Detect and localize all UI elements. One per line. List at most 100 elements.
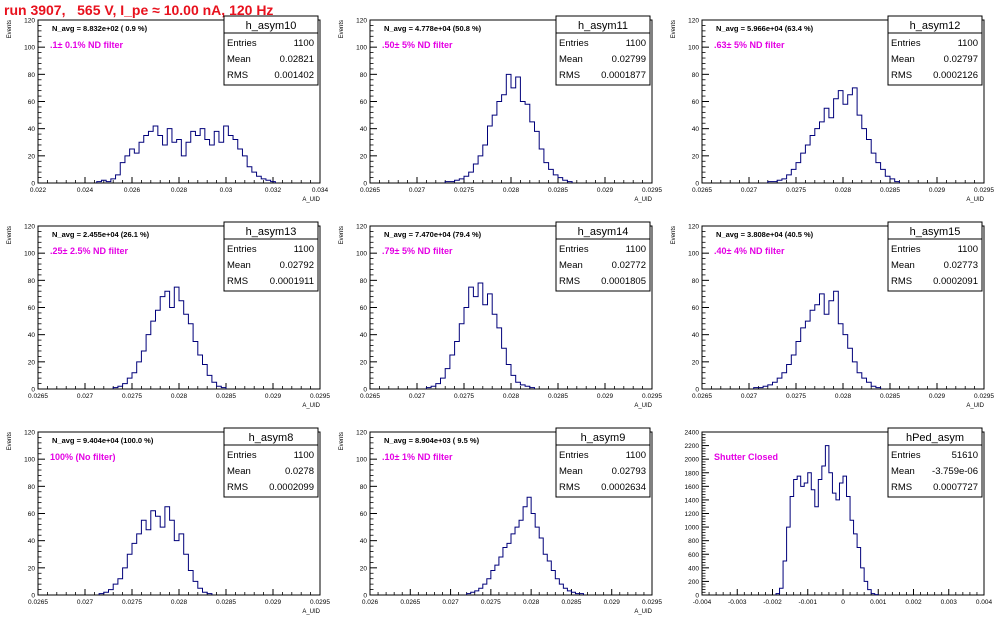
- x-tick-label: 0.029: [265, 599, 282, 606]
- y-tick-label: 0: [695, 593, 699, 600]
- y-axis-title: Events: [7, 226, 13, 244]
- x-tick-label: 0.0285: [548, 187, 568, 194]
- navg-label: N_avg = 2.455e+04 (26.1 %): [52, 230, 150, 239]
- histogram-outline-h_asym9: [466, 496, 585, 595]
- stats-box: h_asym13 Entries 1100 Mean 0.02792 RMS 0.00019…: [223, 221, 319, 292]
- y-tick-label: 60: [360, 99, 368, 106]
- x-tick-label: 0.0275: [786, 187, 806, 194]
- y-tick-label: 20: [28, 565, 36, 572]
- x-tick-label: 0.0285: [216, 393, 236, 400]
- stats-entries-label: Entries: [891, 38, 921, 49]
- stats-title: h_asym12: [910, 20, 961, 32]
- x-tick-label: 0.028: [171, 393, 188, 400]
- histogram-outline-h_asym15: [753, 290, 882, 389]
- x-tick-label: 0.0285: [880, 187, 900, 194]
- navg-label: N_avg = 8.904e+03 ( 9.5 %): [384, 436, 480, 445]
- y-tick-label: 60: [360, 305, 368, 312]
- navg-label: N_avg = 7.470e+04 (79.4 %): [384, 230, 482, 239]
- stats-entries-value: 1100: [958, 38, 978, 49]
- y-tick-label: 1200: [685, 511, 700, 518]
- stats-mean-value: 0.0278: [285, 466, 314, 477]
- y-tick-label: 40: [28, 126, 36, 133]
- stats-mean-label: Mean: [227, 54, 251, 65]
- navg-label: N_avg = 9.404e+04 (100.0 %): [52, 436, 154, 445]
- histogram-outline-h_asym14: [425, 282, 535, 389]
- stats-title: h_asym9: [581, 432, 626, 444]
- x-tick-label: 0.0295: [974, 393, 994, 400]
- stats-mean-value: 0.02797: [944, 54, 978, 65]
- stats-mean-value: 0.02821: [280, 54, 314, 65]
- x-tick-label: 0.0275: [481, 599, 501, 606]
- y-tick-label: 80: [28, 484, 36, 491]
- stats-box-frame: [223, 15, 319, 86]
- stats-entries-value: 51610: [952, 450, 978, 461]
- y-tick-label: 20: [28, 153, 36, 160]
- stats-mean-label: Mean: [559, 54, 583, 65]
- stats-mean-value: 0.02773: [944, 260, 978, 271]
- x-tick-label: 0.0265: [400, 599, 420, 606]
- histogram-panel-h_asym10: 0 20 40 60 80 100 120 0.022 0.024 0.026 0.028 0.03 0…: [7, 15, 329, 203]
- x-tick-label: 0.0275: [122, 599, 142, 606]
- histogram-outline-hPed_asym: [775, 445, 879, 596]
- stats-rms-label: RMS: [891, 482, 912, 493]
- x-axis-title: A_UID: [966, 403, 984, 409]
- stats-rms-label: RMS: [891, 276, 912, 287]
- stats-box-frame: [223, 427, 319, 498]
- y-tick-label: 20: [360, 565, 368, 572]
- y-tick-label: 20: [692, 359, 700, 366]
- filter-label: .25± 2.5% ND filter: [50, 246, 128, 256]
- stats-entries-value: 1100: [294, 244, 314, 255]
- y-tick-label: 120: [356, 18, 367, 25]
- y-tick-label: 120: [24, 224, 35, 231]
- x-axis-title: A_UID: [966, 197, 984, 203]
- x-tick-label: 0.034: [312, 187, 329, 194]
- stats-entries-label: Entries: [559, 450, 589, 461]
- x-tick-label: 0.028: [835, 393, 852, 400]
- filter-label: .79± 5% ND filter: [382, 246, 453, 256]
- x-tick-label: 0.03: [220, 187, 233, 194]
- x-tick-label: 0.032: [265, 187, 282, 194]
- y-tick-label: 2400: [685, 430, 700, 437]
- y-tick-label: 100: [24, 45, 35, 52]
- y-tick-label: 80: [692, 278, 700, 285]
- y-tick-label: 1600: [685, 484, 700, 491]
- x-tick-label: 0.028: [503, 393, 520, 400]
- x-tick-label: 0.0285: [548, 393, 568, 400]
- stats-entries-label: Entries: [891, 450, 921, 461]
- y-tick-label: 40: [28, 332, 36, 339]
- x-tick-label: 0.029: [265, 393, 282, 400]
- stats-entries-value: 1100: [958, 244, 978, 255]
- y-tick-label: 80: [28, 72, 36, 79]
- navg-label: N_avg = 5.966e+04 (63.4 %): [716, 24, 814, 33]
- stats-mean-label: Mean: [891, 54, 915, 65]
- y-tick-label: 1400: [685, 497, 700, 504]
- stats-entries-label: Entries: [227, 450, 257, 461]
- stats-title: hPed_asym: [906, 432, 964, 444]
- filter-label: .1± 0.1% ND filter: [50, 40, 123, 50]
- stats-rms-value: 0.0002099: [269, 482, 314, 493]
- x-tick-label: 0.0265: [360, 187, 380, 194]
- y-tick-label: 0: [31, 181, 35, 188]
- y-tick-label: 60: [28, 511, 36, 518]
- x-axis-title: A_UID: [302, 609, 320, 615]
- x-tick-label: 0.0275: [454, 187, 474, 194]
- y-tick-label: 800: [688, 538, 699, 545]
- y-tick-label: 0: [31, 593, 35, 600]
- stats-entries-value: 1100: [626, 450, 646, 461]
- y-tick-label: 60: [692, 99, 700, 106]
- histogram-outline-h_asym8: [98, 506, 213, 595]
- y-tick-label: 20: [692, 153, 700, 160]
- stats-entries-value: 1100: [626, 244, 646, 255]
- y-tick-label: 100: [24, 251, 35, 258]
- x-tick-label: 0.0295: [642, 187, 662, 194]
- stats-box: h_asym11 Entries 1100 Mean 0.02799 RMS 0.00018…: [555, 15, 651, 86]
- y-tick-label: 120: [356, 430, 367, 437]
- stats-mean-value: 0.02793: [612, 466, 646, 477]
- stats-box: hPed_asym Entries 51610 Mean -3.759e-06 RMS 0.…: [887, 427, 983, 498]
- stats-box-frame: [555, 15, 651, 86]
- y-tick-label: 60: [28, 99, 36, 106]
- x-axis-title: A_UID: [302, 197, 320, 203]
- y-axis-title: Events: [339, 432, 345, 450]
- stats-entries-value: 1100: [626, 38, 646, 49]
- y-tick-label: 0: [363, 593, 367, 600]
